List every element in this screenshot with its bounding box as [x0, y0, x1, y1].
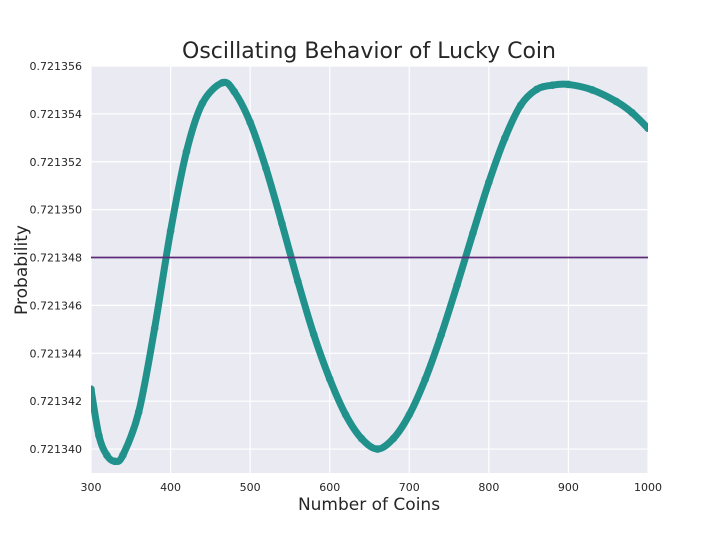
- data-point: [564, 80, 573, 89]
- y-tick-label: 0.721344: [30, 347, 83, 360]
- data-point: [150, 324, 159, 332]
- y-tick-label: 0.721340: [30, 443, 83, 456]
- data-point: [111, 457, 119, 466]
- data-point: [373, 445, 382, 453]
- data-point: [91, 385, 95, 394]
- data-point: [134, 408, 143, 416]
- y-tick-label: 0.721354: [30, 108, 83, 121]
- data-point: [405, 410, 414, 419]
- y-tick-label: 0.721352: [30, 156, 83, 169]
- data-point: [182, 147, 191, 156]
- data-point: [612, 97, 620, 106]
- x-tick-label: 600: [319, 481, 340, 494]
- data-point: [532, 85, 541, 94]
- data-point: [325, 375, 334, 383]
- data-point: [95, 431, 103, 440]
- y-tick-label: 0.721356: [30, 60, 83, 73]
- y-tick-labels: 0.721340 0.721342 0.721344 0.721346 0.721348…: [30, 60, 83, 456]
- data-point: [548, 81, 557, 89]
- data-point: [294, 277, 302, 286]
- data-point: [198, 99, 207, 108]
- data-point: [103, 451, 111, 460]
- y-tick-label: 0.721348: [30, 252, 83, 265]
- data-point: [500, 134, 509, 143]
- x-tick-label: 900: [558, 481, 579, 494]
- data-point: [310, 330, 318, 339]
- data-point: [453, 281, 461, 290]
- y-tick-label: 0.721342: [30, 395, 83, 408]
- x-tick-labels: 300 400 500 600 700 800 900 1000: [81, 481, 663, 494]
- data-point: [357, 434, 366, 443]
- x-tick-label: 300: [81, 481, 102, 494]
- data-point: [218, 78, 227, 87]
- x-axis-label: Number of Coins: [298, 495, 440, 515]
- data-point: [485, 178, 493, 187]
- data-point: [644, 124, 648, 133]
- data-point: [341, 410, 350, 419]
- y-tick-label: 0.721350: [30, 204, 83, 217]
- x-tick-label: 500: [240, 481, 261, 494]
- x-tick-label: 1000: [634, 481, 662, 494]
- data-point: [588, 86, 597, 94]
- x-tick-label: 700: [399, 481, 420, 494]
- data-point: [628, 108, 636, 117]
- data-point: [230, 87, 239, 96]
- data-point: [389, 434, 398, 443]
- data-point: [437, 331, 445, 339]
- data-point: [119, 451, 127, 460]
- y-axis-label: Probability: [12, 225, 32, 315]
- chart-title: Oscillating Behavior of Lucky Coin: [182, 39, 556, 64]
- x-tick-label: 800: [478, 481, 499, 494]
- plot-background: [91, 66, 648, 473]
- data-point: [469, 229, 477, 237]
- data-point: [246, 118, 254, 127]
- data-point: [278, 219, 286, 228]
- data-point: [262, 164, 270, 173]
- data-point: [166, 227, 175, 235]
- series-layer: [91, 78, 648, 466]
- x-tick-label: 400: [160, 481, 181, 494]
- data-point: [516, 101, 525, 110]
- y-tick-label: 0.721346: [30, 299, 83, 312]
- data-point: [421, 375, 430, 384]
